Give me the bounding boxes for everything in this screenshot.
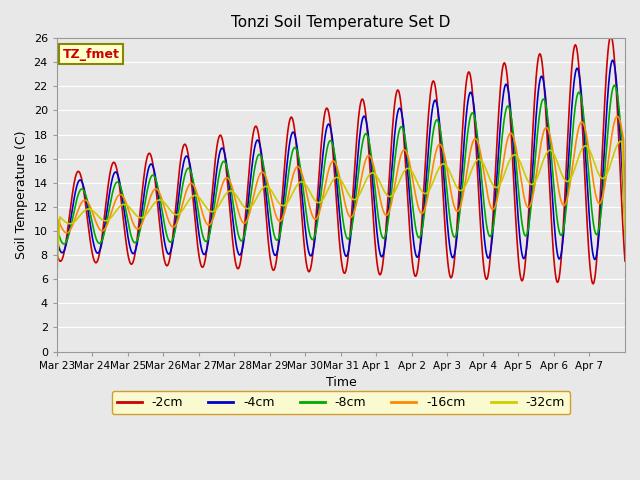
X-axis label: Time: Time [326, 376, 356, 389]
Y-axis label: Soil Temperature (C): Soil Temperature (C) [15, 131, 28, 259]
Text: TZ_fmet: TZ_fmet [63, 48, 120, 60]
Title: Tonzi Soil Temperature Set D: Tonzi Soil Temperature Set D [231, 15, 451, 30]
Legend: -2cm, -4cm, -8cm, -16cm, -32cm: -2cm, -4cm, -8cm, -16cm, -32cm [112, 391, 570, 414]
